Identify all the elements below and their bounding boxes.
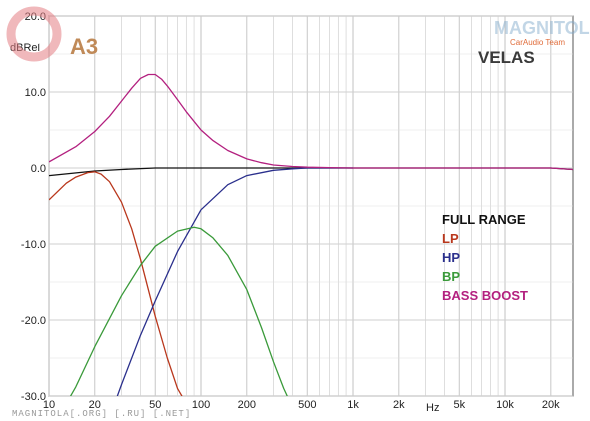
x-tick-label: 10k — [496, 399, 514, 411]
footer-watermark: MAGNITOLA[.ORG] [.RU] [.NET] — [12, 409, 191, 419]
logo-icon — [6, 6, 62, 62]
plot-area — [48, 15, 574, 397]
brand-subtitle: CarAudio Team — [510, 38, 565, 47]
y-tick-label: 10.0 — [25, 87, 46, 99]
brand-logo-text: MAGNITOLA — [494, 18, 590, 38]
legend-entry-full-range: FULL RANGE — [442, 212, 526, 227]
chart-title: VELAS — [478, 48, 535, 67]
x-tick-label: 100 — [192, 399, 210, 411]
series-line-bp — [69, 226, 288, 396]
x-axis-unit: Hz — [426, 402, 439, 414]
x-tick-label: 2k — [393, 399, 405, 411]
y-tick-label: -30.0 — [21, 391, 46, 403]
series-lines — [49, 73, 573, 396]
series-line-lp — [49, 171, 183, 396]
x-tick-label: 20 — [89, 399, 101, 411]
x-axis-ticks: 10 20 50 100 200 500 1k 2k 5k 10k 20k — [43, 399, 560, 411]
legend-entry-bp: BP — [442, 269, 460, 284]
x-tick-label: 20k — [542, 399, 560, 411]
series-line-bass-boost — [49, 73, 573, 171]
y-tick-label: -10.0 — [21, 239, 46, 251]
y-tick-label: -20.0 — [21, 315, 46, 327]
legend-entry-lp: LP — [442, 231, 459, 246]
badge-a3: A3 — [70, 34, 98, 59]
x-tick-label: 50 — [149, 399, 161, 411]
x-tick-label: 1k — [347, 399, 359, 411]
y-tick-label: 0.0 — [31, 163, 46, 175]
x-tick-label: 500 — [298, 399, 316, 411]
legend: FULL RANGE LP HP BP BASS BOOST — [442, 212, 528, 303]
x-tick-label: 10 — [43, 399, 55, 411]
series-line-hp — [116, 167, 353, 396]
legend-entry-hp: HP — [442, 250, 460, 265]
x-tick-label: 5k — [453, 399, 465, 411]
x-tick-label: 200 — [238, 399, 256, 411]
legend-entry-bass-boost: BASS BOOST — [442, 288, 528, 303]
